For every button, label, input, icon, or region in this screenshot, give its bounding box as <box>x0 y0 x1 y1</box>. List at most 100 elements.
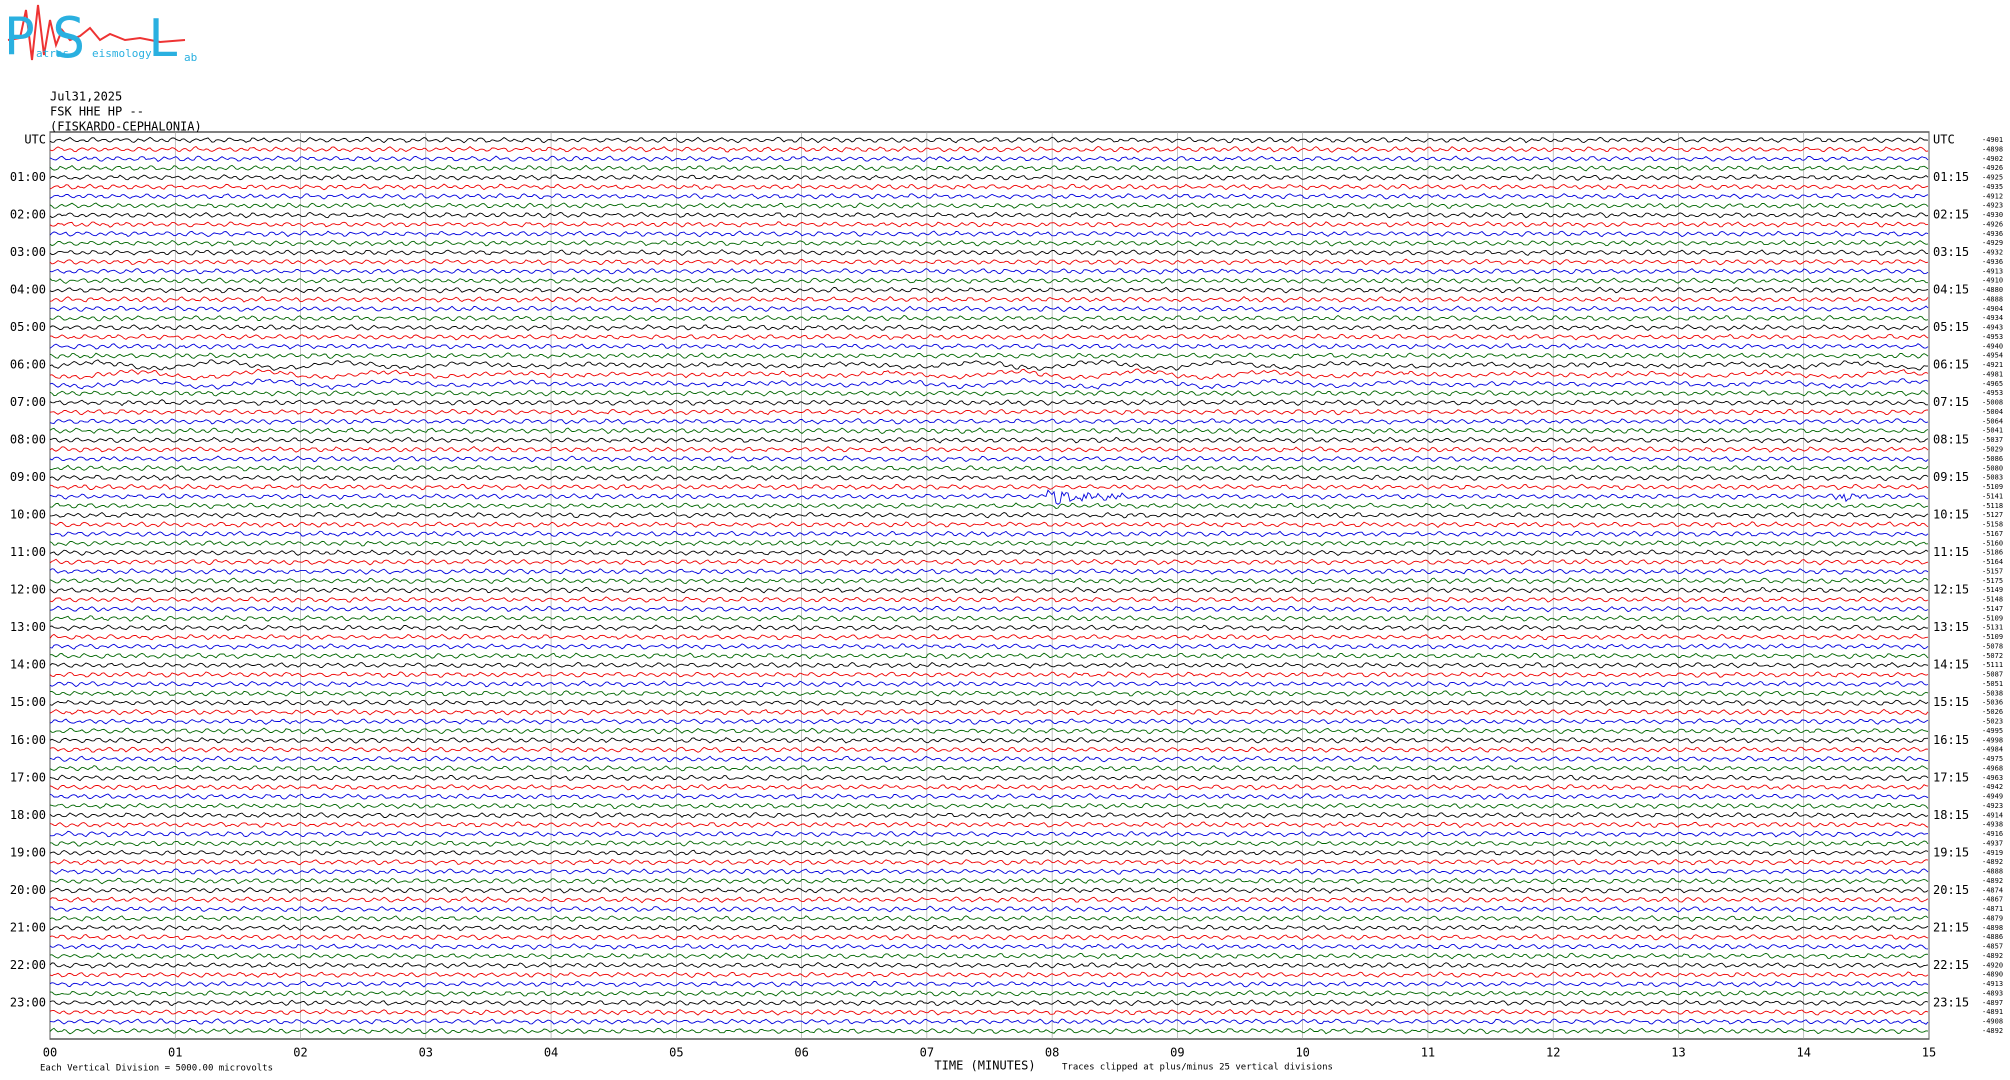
trace <box>49 596 1929 603</box>
trace <box>49 990 1929 997</box>
trace-offset: -5036 <box>1982 699 2003 707</box>
trace-offset: -4904 <box>1982 305 2003 313</box>
trace-offset: -5051 <box>1982 680 2003 688</box>
trace-offset: -4914 <box>1982 811 2003 819</box>
trace-offset: -4949 <box>1982 793 2003 801</box>
trace <box>49 943 1929 950</box>
division-note: Each Vertical Division = 5000.00 microvo… <box>40 1064 273 1074</box>
trace-offset: -4975 <box>1982 755 2003 763</box>
hour-label-left: 10:00 <box>10 508 46 522</box>
trace <box>49 427 1929 435</box>
trace <box>49 145 1929 153</box>
x-tick-label: 03 <box>419 1046 433 1060</box>
trace-offset: -5175 <box>1982 577 2003 585</box>
logo-letter: L <box>148 9 179 69</box>
trace-offset: -4892 <box>1982 952 2003 960</box>
trace-offset: -5127 <box>1982 511 2003 519</box>
trace-offset: -4954 <box>1982 352 2003 360</box>
hour-label-left: 02:00 <box>10 208 46 222</box>
trace <box>49 511 1929 519</box>
trace <box>49 239 1929 247</box>
trace-offset: -4888 <box>1982 868 2003 876</box>
trace <box>49 699 1929 707</box>
hour-label-left: UTC <box>24 133 46 147</box>
trace-offset: -5131 <box>1982 624 2003 632</box>
trace-offset: -5111 <box>1982 661 2003 669</box>
trace <box>49 464 1929 472</box>
trace <box>49 661 1929 669</box>
hour-label-left: 04:00 <box>10 283 46 297</box>
trace <box>49 915 1929 922</box>
trace <box>49 155 1929 163</box>
hour-label-right: 05:15 <box>1933 320 1969 334</box>
trace-offset: -5083 <box>1982 474 2003 482</box>
trace <box>49 652 1929 660</box>
trace <box>49 783 1929 791</box>
trace-offset: -5037 <box>1982 436 2003 444</box>
trace <box>49 230 1929 238</box>
trace <box>49 624 1929 632</box>
trace <box>49 530 1929 538</box>
date: Jul31,2025 <box>50 90 122 104</box>
hour-label-left: 12:00 <box>10 583 46 597</box>
trace-offset: -5109 <box>1982 614 2003 622</box>
trace-offset: -4965 <box>1982 380 2003 388</box>
trace-offset: -5141 <box>1982 492 2003 500</box>
trace-offset: -5080 <box>1982 464 2003 472</box>
x-tick-label: 15 <box>1922 1046 1936 1060</box>
hour-label-left: 09:00 <box>10 470 46 484</box>
trace-offset: -4886 <box>1982 933 2003 941</box>
trace-offset: -5158 <box>1982 521 2003 529</box>
trace <box>49 389 1929 397</box>
trace-offset: -4892 <box>1982 877 2003 885</box>
hour-label-right: 07:15 <box>1933 395 1969 409</box>
trace <box>49 633 1929 641</box>
trace <box>49 755 1929 763</box>
trace <box>49 1027 1929 1035</box>
hour-label-right: 23:15 <box>1933 995 1969 1009</box>
trace <box>49 961 1929 969</box>
trace <box>49 568 1929 575</box>
x-tick-label: 12 <box>1546 1046 1560 1060</box>
trace <box>49 746 1929 753</box>
trace-offset: -4891 <box>1982 1008 2003 1016</box>
hour-label-left: 16:00 <box>10 733 46 747</box>
trace-offset: -4874 <box>1982 886 2003 894</box>
trace-offset: -4984 <box>1982 746 2003 754</box>
logo: P S L atras eismology ab <box>4 4 197 71</box>
trace-offset: -4926 <box>1982 164 2003 172</box>
trace <box>49 258 1929 266</box>
trace <box>49 436 1929 444</box>
logo-text: atras <box>36 47 69 60</box>
trace-offset: -4968 <box>1982 764 2003 772</box>
hour-label-right: 14:15 <box>1933 658 1969 672</box>
trace-offset: -5029 <box>1982 446 2003 454</box>
trace <box>49 540 1929 547</box>
hour-label-left: 03:00 <box>10 245 46 259</box>
trace <box>49 868 1929 875</box>
clip-note: Traces clipped at plus/minus 25 vertical… <box>1062 1063 1333 1073</box>
trace-offset: -4890 <box>1982 971 2003 979</box>
trace <box>49 408 1929 416</box>
trace <box>49 455 1929 463</box>
trace-offset: -4880 <box>1982 286 2003 294</box>
trace-offset: -5147 <box>1982 605 2003 613</box>
trace <box>49 277 1929 285</box>
trace <box>49 202 1929 210</box>
trace-offset: -4920 <box>1982 961 2003 969</box>
trace-offset: -4929 <box>1982 239 2003 247</box>
x-tick-label: 08 <box>1045 1046 1059 1060</box>
trace-offset: -4923 <box>1982 202 2003 210</box>
x-axis-title: TIME (MINUTES) <box>934 1059 1035 1073</box>
trace-offset: -4943 <box>1982 324 2003 332</box>
hour-label-right: 09:15 <box>1933 470 1969 484</box>
trace <box>49 980 1929 988</box>
trace-offset: -5078 <box>1982 642 2003 650</box>
x-tick-label: 11 <box>1421 1046 1435 1060</box>
trace <box>49 136 1929 144</box>
trace <box>49 774 1929 782</box>
hour-label-left: 19:00 <box>10 845 46 859</box>
x-tick-label: 14 <box>1797 1046 1811 1060</box>
trace <box>49 483 1929 491</box>
hour-label-left: 13:00 <box>10 620 46 634</box>
